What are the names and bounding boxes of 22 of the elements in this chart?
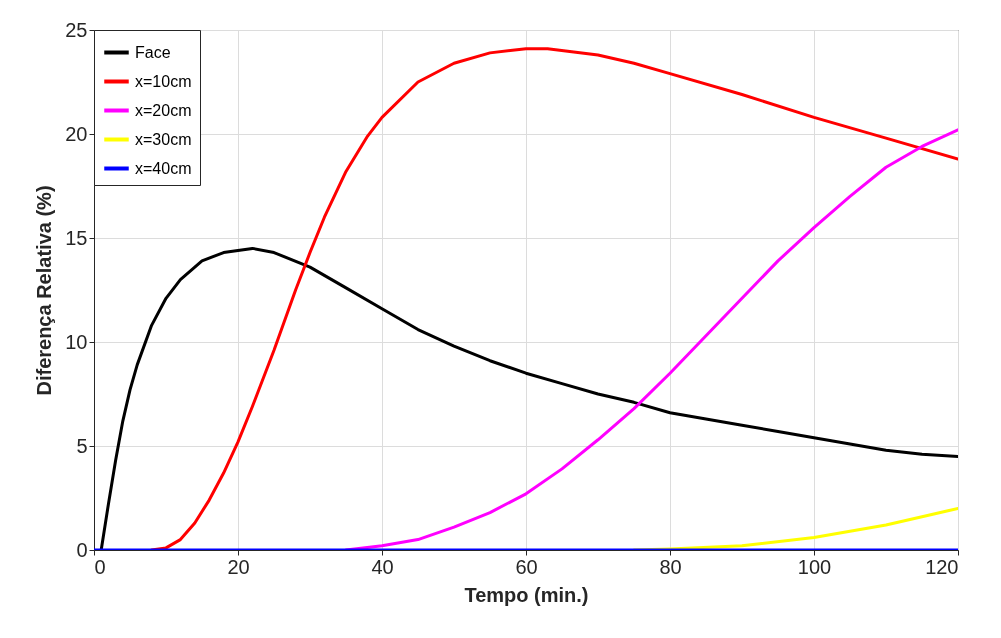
y-tick-label: 10	[65, 330, 88, 353]
legend-label: x=30cm	[135, 130, 192, 148]
x-tick-label: 80	[659, 555, 682, 578]
y-tick-label: 5	[76, 434, 88, 457]
line-series	[99, 246, 958, 550]
legend-label: x=40cm	[135, 159, 192, 177]
y-tick-label: 25	[65, 18, 88, 41]
y-tick-label: 20	[65, 122, 88, 145]
x-tick-label: 0	[94, 555, 106, 578]
x-axis-title: Tempo (min.)	[464, 583, 589, 606]
line-series	[344, 128, 958, 550]
y-tick-label: 0	[76, 538, 88, 561]
legend-label: x=10cm	[135, 72, 192, 90]
x-tick-label: 100	[797, 555, 832, 578]
y-axis-title: Diferença Relativa (%)	[33, 185, 56, 396]
legend-label: Face	[135, 43, 171, 61]
x-tick-label: 20	[227, 555, 250, 578]
x-tick-label: 60	[515, 555, 538, 578]
y-tick-label: 15	[65, 226, 88, 249]
legend-label: x=20cm	[135, 101, 192, 119]
x-tick-label: 120	[925, 555, 959, 578]
x-tick-label: 40	[371, 555, 394, 578]
